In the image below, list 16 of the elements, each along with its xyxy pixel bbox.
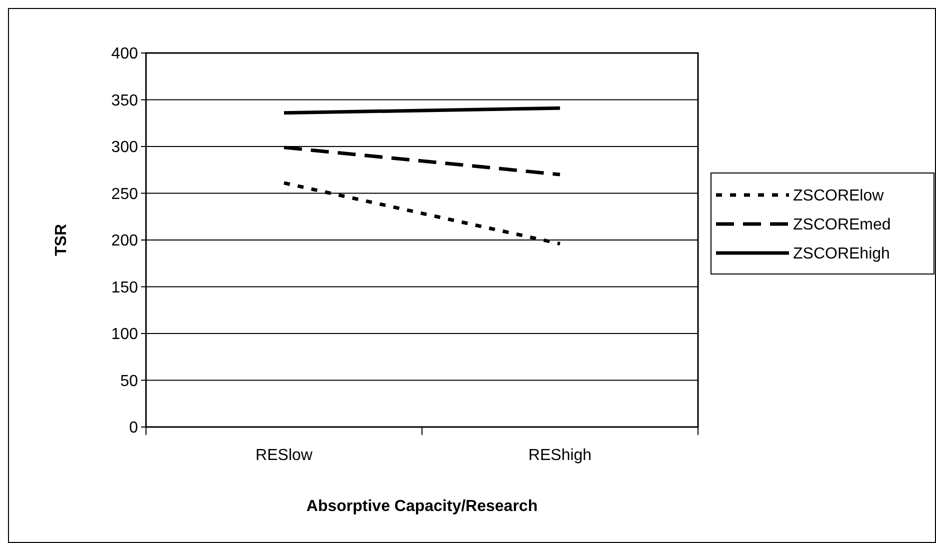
x-axis-title: Absorptive Capacity/Research xyxy=(306,498,538,515)
legend-label: ZSCOREhigh xyxy=(793,246,890,263)
y-tick-label: 150 xyxy=(111,279,138,296)
x-tick-label: RESlow xyxy=(256,447,313,464)
y-tick-label: 200 xyxy=(111,232,138,250)
y-tick-label: 350 xyxy=(111,92,138,110)
y-tick-label: 300 xyxy=(111,139,138,156)
y-tick-label: 100 xyxy=(111,326,138,344)
y-tick-label: 250 xyxy=(111,186,138,203)
y-tick-label: 50 xyxy=(120,372,138,390)
legend-label: ZSCORElow xyxy=(793,188,884,205)
y-tick-label: 400 xyxy=(111,46,138,63)
y-tick-label: 0 xyxy=(129,420,138,437)
y-axis-title: TSR xyxy=(53,224,70,256)
x-tick-label: REShigh xyxy=(528,447,592,464)
legend-label: ZSCOREmed xyxy=(793,216,891,234)
